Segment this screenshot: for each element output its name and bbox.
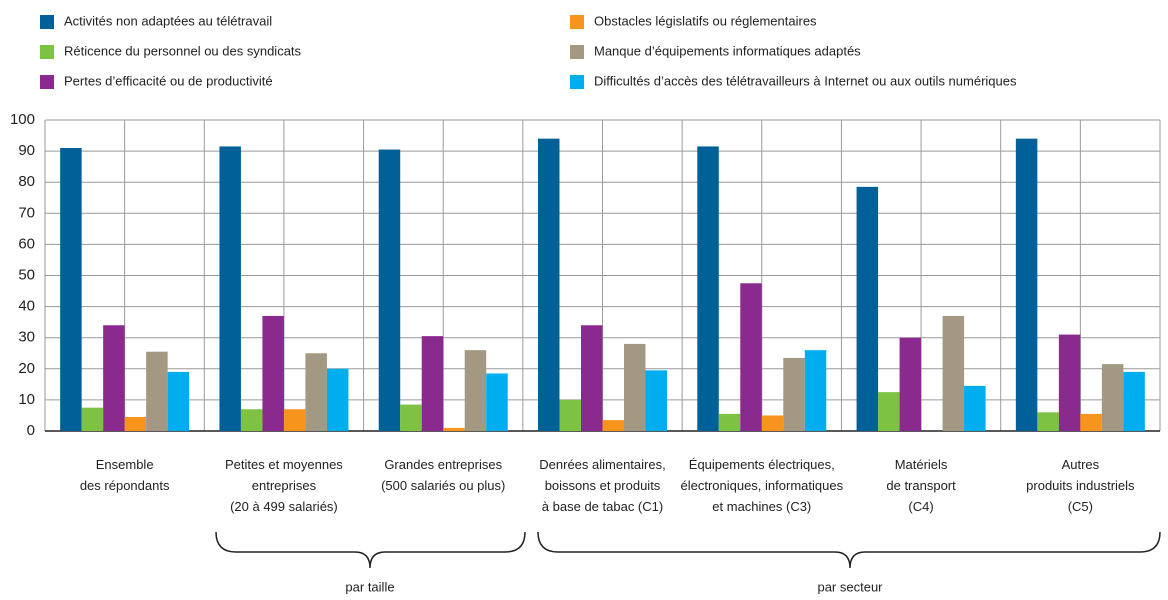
y-tick-label: 20 (18, 360, 35, 377)
bar (464, 350, 487, 431)
bar (400, 404, 422, 431)
brace (215, 531, 526, 569)
legend-swatch (570, 15, 584, 29)
bar (1123, 371, 1145, 431)
bar (878, 392, 900, 431)
legend-label: Pertes d’efficacité ou de productivité (64, 73, 273, 88)
y-tick-label: 100 (10, 111, 35, 128)
legend-swatch (40, 75, 54, 89)
brace (537, 531, 1161, 569)
y-tick-label: 40 (18, 298, 35, 315)
bar (740, 283, 762, 431)
y-tick-label: 10 (18, 391, 35, 408)
legend-swatch (40, 15, 54, 29)
legend-label: Obstacles législatifs ou réglementaires (594, 13, 817, 28)
annotation: par taille (345, 579, 394, 594)
bar (124, 417, 147, 431)
bar (378, 149, 401, 432)
y-tick-label: 90 (18, 142, 35, 159)
bar (219, 146, 241, 431)
bar (697, 146, 719, 431)
legend-label: Difficultés d’accès des télétravailleurs… (594, 73, 1017, 88)
bar (899, 337, 922, 431)
bar (421, 336, 444, 431)
legend-label: Manque d’équipements informatiques adapt… (594, 43, 861, 58)
bar (1015, 138, 1038, 431)
bar (804, 350, 827, 431)
x-tick-label: Petites et moyennes entreprises (20 à 499 … (225, 457, 343, 514)
bar (581, 325, 603, 431)
bar (1101, 364, 1124, 431)
bar (761, 415, 784, 431)
bar (856, 186, 879, 431)
legend-swatch (570, 45, 584, 59)
y-tick-label: 0 (27, 422, 35, 439)
bar (538, 138, 560, 431)
bar (240, 409, 263, 431)
bar (1080, 413, 1102, 431)
bar (624, 343, 646, 431)
bar (305, 353, 327, 431)
x-tick-label: Matériels de transport (C4) (886, 457, 956, 514)
annotation: par secteur (817, 579, 883, 594)
bar (486, 373, 508, 431)
bar (718, 413, 741, 431)
x-tick-label: Ensemble des répondants (80, 457, 170, 493)
bar (167, 371, 190, 431)
legend-swatch (570, 75, 584, 89)
bar (326, 368, 349, 431)
bar (1058, 334, 1081, 431)
bar (146, 351, 168, 431)
bar (783, 357, 805, 431)
legend-label: Activités non adaptées au télétravail (64, 13, 272, 28)
x-tick-label: Autres produits industriels (C5) (1026, 457, 1135, 514)
bar (645, 370, 667, 431)
y-tick-label: 50 (18, 266, 35, 283)
bar (559, 399, 581, 431)
bar (262, 315, 284, 431)
y-tick-label: 80 (18, 173, 35, 190)
bar (964, 385, 986, 431)
bar (103, 325, 125, 431)
bar (60, 147, 82, 432)
legend-swatch (40, 45, 54, 59)
y-tick-label: 70 (18, 204, 35, 221)
bar (443, 427, 465, 431)
bar (1037, 412, 1059, 431)
bar (602, 420, 624, 431)
x-tick-label: Denrées alimentaires, boissons et produit… (539, 457, 665, 514)
bar (283, 409, 306, 431)
bar (942, 315, 965, 431)
x-tick-label: Grandes entreprises (500 salariés ou plus… (381, 457, 505, 493)
x-tick-label: Équipements électriques, électroniques, i… (680, 457, 843, 514)
bar (81, 407, 104, 431)
legend-label: Réticence du personnel ou des syndicats (64, 43, 302, 58)
y-tick-label: 30 (18, 329, 35, 346)
y-tick-label: 60 (18, 235, 35, 252)
